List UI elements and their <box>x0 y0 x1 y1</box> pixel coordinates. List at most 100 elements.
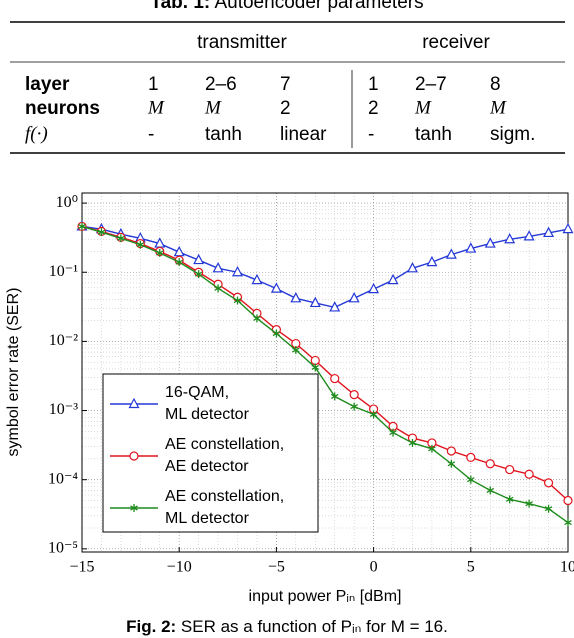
y-axis-label: symbol error rate (SER) <box>5 288 22 457</box>
table-caption-text: Autoencoder parameters <box>214 0 423 13</box>
marker <box>130 504 138 512</box>
x-tick-label: −10 <box>167 559 192 576</box>
table-cell: 2–6 <box>205 74 237 95</box>
marker <box>562 222 574 234</box>
y-tick-label: 10⁻¹ <box>49 263 78 280</box>
marker <box>78 222 86 231</box>
group-header: transmitter <box>197 32 287 53</box>
marker <box>505 495 514 504</box>
y-tick-label: 10⁻² <box>49 332 78 349</box>
table-cell: - <box>368 124 374 145</box>
table-cell: 7 <box>280 74 291 95</box>
group-header: receiver <box>422 32 490 53</box>
figure-caption: Fig. 2: SER as a function of Pᵢₙ for M =… <box>126 617 448 636</box>
marker <box>350 402 358 411</box>
marker <box>97 228 106 237</box>
marker <box>524 469 534 479</box>
legend-label: 16-QAM, ML detector <box>165 384 249 423</box>
marker <box>330 373 340 384</box>
table-body: layer 1 2–6 7 1 2–7 8 neurons M M 2 2 M Mf(·) - tanh lin… <box>25 74 535 145</box>
marker <box>486 486 495 495</box>
marker <box>233 296 242 305</box>
marker <box>543 478 554 488</box>
marker <box>251 273 263 285</box>
marker <box>428 444 436 453</box>
marker <box>563 495 573 506</box>
marker <box>523 230 535 241</box>
table-caption: Tab. 1: Autoencoder parameters <box>150 0 423 13</box>
x-tick-label: −15 <box>69 559 94 576</box>
legend-label: AE constellation, AE detector <box>165 436 285 475</box>
marker <box>348 292 360 303</box>
table-caption-label: Tab. 1: <box>150 0 210 13</box>
marker <box>136 240 145 249</box>
marker <box>426 255 438 267</box>
marker <box>128 397 140 409</box>
marker <box>292 346 300 355</box>
table-cell: 2 <box>368 98 379 119</box>
marker <box>330 392 339 401</box>
row-label: neurons <box>25 98 100 119</box>
table-cell: 8 <box>490 74 501 95</box>
marker <box>212 262 224 273</box>
legend-box <box>102 373 319 533</box>
marker <box>447 459 456 468</box>
marker <box>466 452 476 463</box>
table-cell: M <box>204 97 222 118</box>
table-cell: M <box>414 97 432 118</box>
marker <box>310 355 320 366</box>
marker <box>329 301 341 312</box>
marker <box>525 499 533 508</box>
table-cell: 1 <box>148 74 159 95</box>
marker <box>309 296 321 308</box>
y-tick-label: 10⁻³ <box>49 401 78 418</box>
y-tick-label: 10⁰ <box>56 194 78 211</box>
marker <box>270 282 282 293</box>
marker <box>272 329 281 338</box>
x-tick-label: −5 <box>268 559 285 576</box>
table-cell: tanh <box>205 124 242 145</box>
marker <box>544 504 553 513</box>
marker <box>290 292 302 303</box>
marker <box>232 265 244 277</box>
table-cell: linear <box>280 124 327 145</box>
x-tick-label: 10 <box>560 559 574 576</box>
marker <box>349 390 359 400</box>
x-tick-label: 5 <box>467 559 475 576</box>
table-cell: M <box>489 97 507 118</box>
marker <box>193 253 205 265</box>
marker <box>484 237 496 248</box>
marker <box>389 428 397 437</box>
table-cell: 2 <box>280 98 291 119</box>
legend-label: AE constellation, ML detector <box>165 488 285 527</box>
marker <box>129 451 139 461</box>
marker <box>387 273 399 285</box>
marker <box>369 410 378 419</box>
y-tick-label: 10⁻⁵ <box>48 540 78 557</box>
marker <box>543 226 555 238</box>
x-tick-label: 0 <box>370 559 378 576</box>
series-line <box>81 225 569 309</box>
table-cell: M <box>147 97 165 118</box>
marker <box>408 438 417 447</box>
marker <box>368 282 380 294</box>
marker <box>504 232 516 244</box>
marker <box>117 234 125 243</box>
y-tick-label: 10⁻⁴ <box>48 470 78 487</box>
chart: 10⁰ 10⁻¹ 10⁻² 10⁻³ 10⁻⁴ 10⁻⁵ −15 −10 −5 0 5 10 <box>48 192 574 576</box>
table-cell: 1 <box>368 74 379 95</box>
row-label: layer <box>25 74 70 95</box>
table-cell: - <box>148 124 154 145</box>
figure-caption-text: SER as a function of Pᵢₙ for M = 16. <box>181 617 448 636</box>
marker <box>467 475 475 484</box>
marker <box>194 270 203 279</box>
table-cell: tanh <box>415 124 452 145</box>
figure-caption-label: Fig. 2: <box>126 617 176 636</box>
marker <box>175 258 183 267</box>
marker <box>214 284 222 293</box>
marker <box>446 446 456 456</box>
marker <box>445 248 457 259</box>
marker <box>465 242 477 253</box>
